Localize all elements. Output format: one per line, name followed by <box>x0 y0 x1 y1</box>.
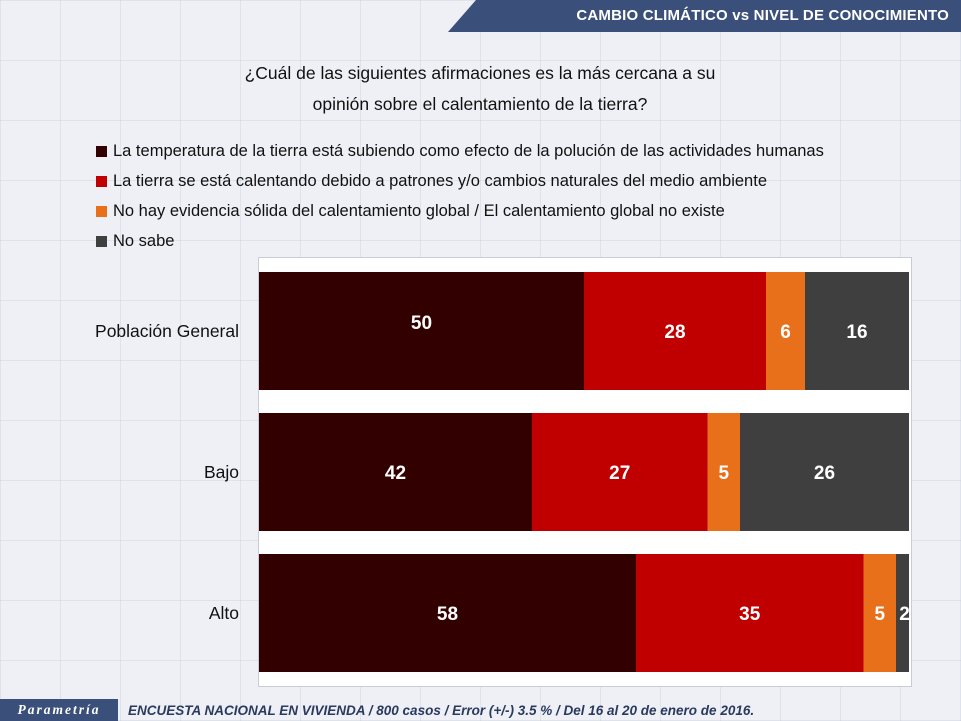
legend-swatch-3 <box>96 205 107 217</box>
legend-item-1: La temperatura de la tierra está subiend… <box>96 136 824 166</box>
legend-swatch-1 <box>96 145 107 157</box>
data-label: 5 <box>718 463 729 484</box>
data-label: 58 <box>437 604 458 625</box>
legend-item-4: No sabe <box>96 226 824 256</box>
data-label: 27 <box>609 463 630 484</box>
legend-label-3: No hay evidencia sólida del calentamient… <box>113 201 725 220</box>
question-line-1: ¿Cuál de las siguientes afirmaciones es … <box>244 63 716 83</box>
bar-segment <box>896 554 909 672</box>
bar-segment <box>707 413 740 531</box>
data-label: 28 <box>664 322 685 343</box>
bar-segment <box>766 272 805 390</box>
bar-segment <box>740 413 909 531</box>
bar-segment <box>259 554 636 672</box>
legend-label-1: La temperatura de la tierra está subiend… <box>113 141 824 160</box>
bar-segment <box>863 554 896 672</box>
bar-segment <box>805 272 909 390</box>
data-label: 5 <box>874 604 885 625</box>
bar-segment <box>532 413 708 531</box>
legend-label-4: No sabe <box>113 231 175 250</box>
data-label: 42 <box>385 463 406 484</box>
legend-swatch-2 <box>96 175 107 187</box>
category-label: Bajo <box>204 462 239 482</box>
data-label: 6 <box>780 322 791 343</box>
bar-segment <box>636 554 864 672</box>
legend-swatch-4 <box>96 235 107 247</box>
question-text: ¿Cuál de las siguientes afirmaciones es … <box>200 58 760 120</box>
bar-segment <box>259 272 584 390</box>
chart-legend: La temperatura de la tierra está subiend… <box>96 136 824 256</box>
bar-segment <box>584 272 766 390</box>
footer-logo: Parametría <box>0 699 118 721</box>
category-label: Alto <box>209 603 239 623</box>
data-label: 2 <box>899 604 910 625</box>
data-label: 16 <box>846 322 867 343</box>
header-title: CAMBIO CLIMÁTICO vs NIVEL DE CONOCIMIENT… <box>576 7 949 24</box>
legend-label-2: La tierra se está calentando debido a pa… <box>113 171 767 190</box>
data-label: 35 <box>739 604 761 625</box>
question-line-2: opinión sobre el calentamiento de la tie… <box>312 94 648 114</box>
category-label: Población General <box>95 321 239 341</box>
legend-item-3: No hay evidencia sólida del calentamient… <box>96 196 824 226</box>
footer-source-text: ENCUESTA NACIONAL EN VIVIENDA / 800 caso… <box>128 703 755 718</box>
bar-segment <box>259 413 532 531</box>
legend-item-2: La tierra se está calentando debido a pa… <box>96 166 824 196</box>
data-label: 26 <box>814 463 835 484</box>
data-label: 50 <box>411 313 432 334</box>
header-bar: CAMBIO CLIMÁTICO vs NIVEL DE CONOCIMIENT… <box>448 0 961 32</box>
footer: Parametría ENCUESTA NACIONAL EN VIVIENDA… <box>0 695 961 721</box>
